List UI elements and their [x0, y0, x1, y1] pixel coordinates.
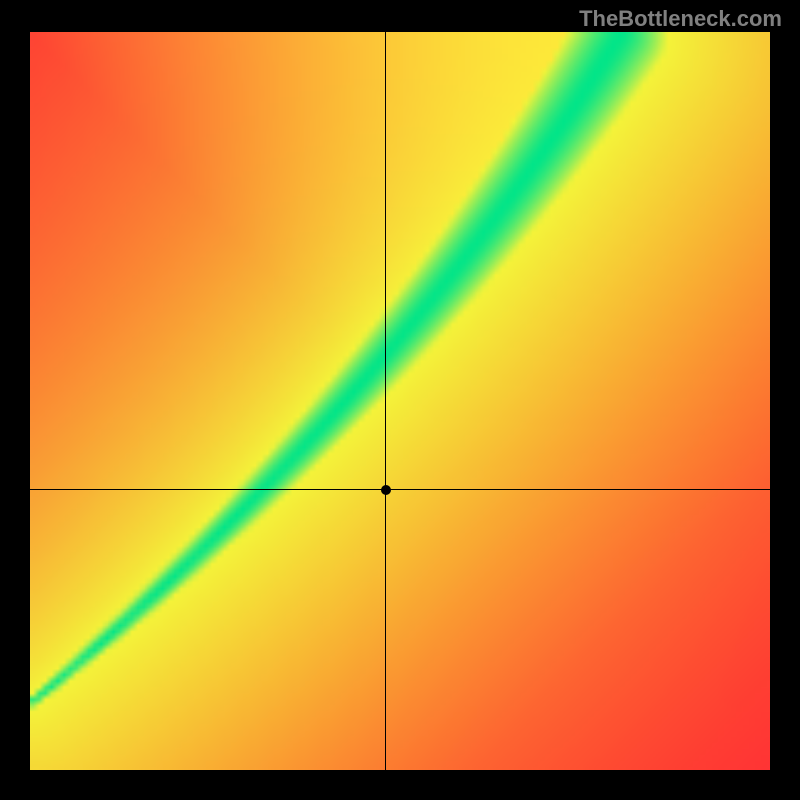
watermark-text: TheBottleneck.com	[579, 6, 782, 32]
crosshair-horizontal	[30, 489, 770, 490]
chart-container: TheBottleneck.com	[0, 0, 800, 800]
frame-bottom	[0, 770, 800, 800]
crosshair-vertical	[385, 32, 386, 770]
crosshair-dot	[381, 485, 391, 495]
frame-right	[770, 32, 800, 770]
frame-left	[0, 32, 30, 770]
bottleneck-heatmap	[30, 32, 770, 770]
